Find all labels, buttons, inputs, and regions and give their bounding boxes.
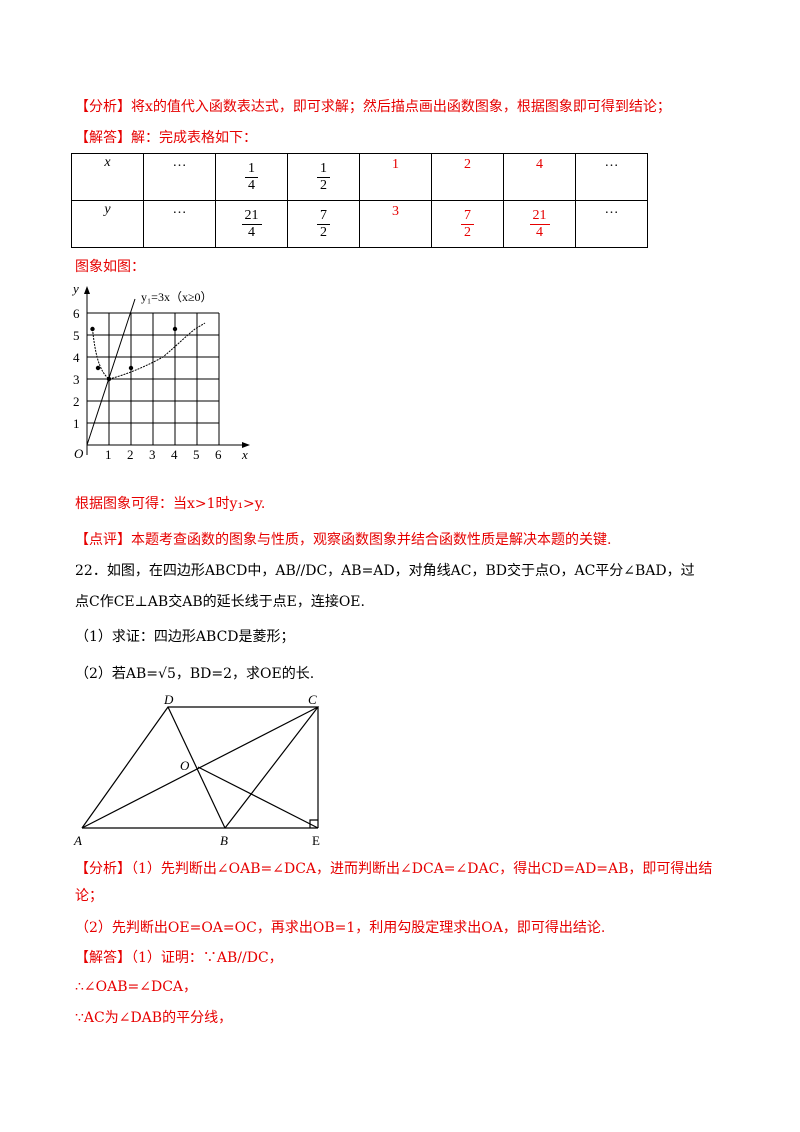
segment-oe xyxy=(197,766,319,829)
y-tick: 6 xyxy=(73,306,80,321)
analysis2-text-1: （1）先判断出∠OAB=∠DCA，进而判断出∠DCA=∠DAC，得出CD=AD=… xyxy=(131,861,713,877)
origin-label: O xyxy=(74,446,84,461)
table-cell: 21 4 xyxy=(215,200,288,248)
x-tick: 6 xyxy=(215,447,222,462)
answer-tag: 【解答】 xyxy=(75,130,131,146)
conclusion: 根据图象可得：当x>1时y₁>y. xyxy=(75,496,266,512)
x-tick: 3 xyxy=(149,447,156,462)
x-axis-label: x xyxy=(241,447,248,462)
x-tick: 5 xyxy=(193,447,200,462)
answer2-line-1: 【解答】（1）证明：∵AB//DC， xyxy=(75,948,283,968)
analysis2-line-3: （2）先判断出OE=OA=OC，再求出OB=1，利用勾股定理求出OA，即可得出结… xyxy=(75,920,606,936)
table-cell: … xyxy=(604,202,619,217)
problem-22-line-1: 22．如图，在四边形ABCD中，AB//DC，AB=AD，对角线AC，BD交于点… xyxy=(75,563,695,579)
table-cell: … xyxy=(172,202,187,217)
label-B: B xyxy=(220,833,228,848)
table-header-y: y xyxy=(104,202,111,217)
question-2: （2）若AB=√5，BD=2，求OE的长. xyxy=(75,666,315,682)
function-graph: y x O 1 2 3 4 5 6 1 2 3 4 5 6 y₁=3x（x≥0） xyxy=(71,283,250,462)
y-tick: 1 xyxy=(73,416,80,431)
answer2-text-1: （1）证明：∵AB//DC， xyxy=(131,950,283,966)
answer-line-1: 【解答】解：完成表格如下： xyxy=(75,128,257,148)
problem-22-line-2: 点C作CE⊥AB交AB的延长线于点E，连接OE. xyxy=(75,594,365,610)
x-tick: 1 xyxy=(105,447,112,462)
y-tick: 5 xyxy=(73,328,80,343)
label-E: E xyxy=(312,833,320,848)
line-y1 xyxy=(86,298,136,446)
comment-text: 本题考查函数的图象与性质，观察函数图象并结合函数性质是解决本题的关键. xyxy=(131,532,612,548)
table-cell: 21 4 xyxy=(503,200,576,248)
analysis2-line-1: 【分析】（1）先判断出∠OAB=∠DCA，进而判断出∠DCA=∠DAC，得出CD… xyxy=(75,859,712,879)
y-tick: 2 xyxy=(73,394,80,409)
table-cell: … xyxy=(172,155,187,170)
curve-y xyxy=(92,322,206,380)
question-1: （1）求证：四边形ABCD是菱形； xyxy=(75,629,295,645)
label-O: O xyxy=(180,758,190,773)
y-tick: 4 xyxy=(73,350,80,365)
y-tick: 3 xyxy=(73,372,80,387)
analysis-text: 将x的值代入函数表达式，即可求解；然后描点画出函数图象，根据图象即可得到结论； xyxy=(131,99,671,115)
analysis-tag: 【分析】 xyxy=(75,99,131,115)
table-cell: 2 xyxy=(464,157,471,172)
graph-caption: 图象如图： xyxy=(75,259,145,275)
comment-tag: 【点评】 xyxy=(75,532,131,548)
diagonal-bd xyxy=(167,706,226,829)
answer-text: 解：完成表格如下： xyxy=(131,130,257,146)
label-D: D xyxy=(163,695,174,707)
answer2-line-3: ∵AC为∠DAB的平分线， xyxy=(75,1010,233,1026)
label-A: A xyxy=(73,833,82,848)
table-cell: 4 xyxy=(536,157,543,172)
comment-line: 【点评】本题考查函数的图象与性质，观察函数图象并结合函数性质是解决本题的关键. xyxy=(75,530,611,550)
answer2-tag: 【解答】 xyxy=(75,950,131,966)
table-cell: … xyxy=(604,155,619,170)
table-cell: 3 xyxy=(392,204,399,219)
analysis-line-1: 【分析】将x的值代入函数表达式，即可求解；然后描点画出函数图象，根据图象即可得到… xyxy=(75,97,671,117)
rhombus-figure: D C O A B E xyxy=(73,695,320,848)
analysis2-tag: 【分析】 xyxy=(75,861,131,877)
x-tick: 2 xyxy=(127,447,134,462)
label-C: C xyxy=(308,695,317,707)
analysis2-line-2: 论； xyxy=(75,888,103,904)
table-header-x: x xyxy=(104,155,111,170)
y-axis-label: y xyxy=(71,283,79,296)
line-label: y₁=3x（x≥0） xyxy=(141,290,213,304)
table-cell: 1 xyxy=(392,157,399,172)
right-angle-mark xyxy=(309,819,318,828)
x-tick: 4 xyxy=(171,447,178,462)
answer2-line-2: ∴∠OAB=∠DCA， xyxy=(75,979,198,995)
